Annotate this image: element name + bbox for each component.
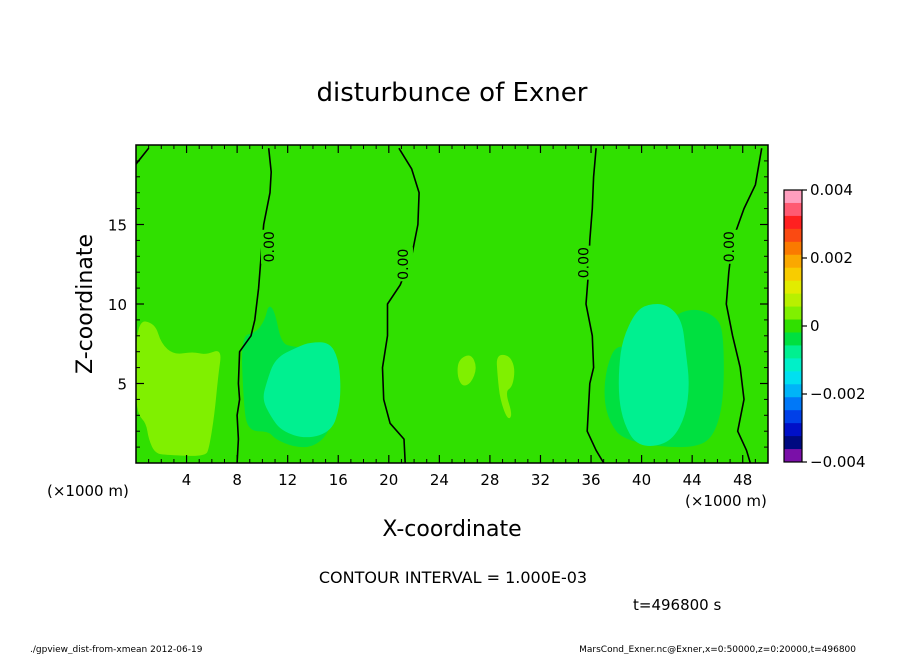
contour-label: 0.00 [722, 231, 738, 262]
shaded-region [496, 354, 515, 419]
contour-label: 0.00 [396, 249, 412, 280]
colorbar-swatch [784, 345, 802, 359]
colorbar-swatch [784, 397, 802, 411]
y-ticks: 5 10 15 [108, 160, 768, 448]
x-tick-label: 48 [733, 471, 752, 489]
x-tick-label: 36 [581, 471, 600, 489]
contour-label: 0.00 [262, 231, 278, 262]
colorbar-swatch [784, 215, 802, 230]
shaded-regions [136, 304, 724, 456]
x-tick-label: 24 [430, 471, 449, 489]
contour-label-bg [575, 245, 594, 280]
colorbar-swatch [784, 384, 802, 398]
colorbar-swatch [784, 280, 802, 295]
chart-title: disturbunce of Exner [317, 78, 588, 108]
colorbar-swatch [784, 332, 802, 346]
colorbar-swatch [784, 241, 802, 256]
colorbar-swatch [784, 358, 802, 372]
colorbar-swatch [784, 410, 802, 424]
colorbar-tick-label: 0.004 [810, 181, 853, 199]
y-tick-label: 5 [117, 376, 127, 394]
x-tick-label: 4 [182, 471, 192, 489]
x-tick-label: 8 [232, 471, 242, 489]
colorbar-swatch [784, 436, 802, 450]
shaded-region [263, 342, 341, 438]
contour-interval-text: CONTOUR INTERVAL = 1.000E-03 [319, 568, 587, 587]
contour-line [236, 148, 272, 463]
shaded-region [136, 321, 221, 456]
contour-label-bg [260, 229, 279, 264]
colorbar-swatch [784, 202, 802, 217]
contour-line [136, 147, 150, 165]
colorbar-tick-label: 0 [810, 317, 820, 335]
colorbar-tick-label: −0.002 [810, 385, 866, 403]
x-tick-label: 12 [278, 471, 297, 489]
y-tick-label: 10 [108, 296, 127, 314]
contour-line [381, 147, 420, 463]
y-tick-label: 15 [108, 217, 127, 235]
x-tick-label: 28 [480, 471, 499, 489]
x-tick-label: 32 [531, 471, 550, 489]
colorbar-swatch [784, 228, 802, 243]
colorbar-tick-label: −0.004 [810, 453, 866, 471]
contour-label: 0.00 [577, 247, 593, 278]
contour-line [725, 148, 763, 463]
colorbar-swatch [784, 293, 802, 308]
colorbar-swatch [784, 449, 802, 463]
x-axis-label: X-coordinate [382, 517, 521, 542]
contour-line [585, 148, 605, 463]
colorbar-swatch [784, 267, 802, 282]
x-tick-label: 44 [683, 471, 702, 489]
colorbar-swatch [784, 254, 802, 269]
zero-contours [136, 147, 763, 463]
contour-label-bg [394, 247, 413, 282]
contour-label-bg [721, 229, 740, 264]
shaded-region [457, 355, 476, 386]
colorbar-swatch [784, 319, 802, 333]
x-unit-left: (×1000 m) [47, 482, 129, 500]
colorbar-swatch [784, 190, 802, 204]
x-unit-right: (×1000 m) [685, 492, 767, 510]
colorbar-swatch [784, 371, 802, 385]
colorbar-swatch [784, 423, 802, 437]
contour-labels: 0.00 0.00 0.00 0.00 [260, 229, 740, 282]
footer-right: MarsCond_Exner.nc@Exner,x=0:50000,z=0:20… [579, 645, 856, 654]
x-tick-label: 16 [329, 471, 348, 489]
x-ticks: 4 8 12 16 20 24 28 32 36 40 44 48 [148, 145, 756, 489]
x-tick-label: 20 [379, 471, 398, 489]
colorbar-swatch [784, 306, 802, 321]
time-text: t=496800 s [633, 596, 721, 614]
footer-left: ./gpview_dist-from-xmean 2012-06-19 [30, 645, 203, 654]
x-tick-label: 40 [632, 471, 651, 489]
colorbar-tick-label: 0.002 [810, 249, 853, 267]
y-axis-label: Z-coordinate [73, 234, 98, 374]
colorbar: 0.004 0.002 0 −0.002 −0.004 [783, 181, 866, 471]
shaded-region [618, 304, 689, 446]
